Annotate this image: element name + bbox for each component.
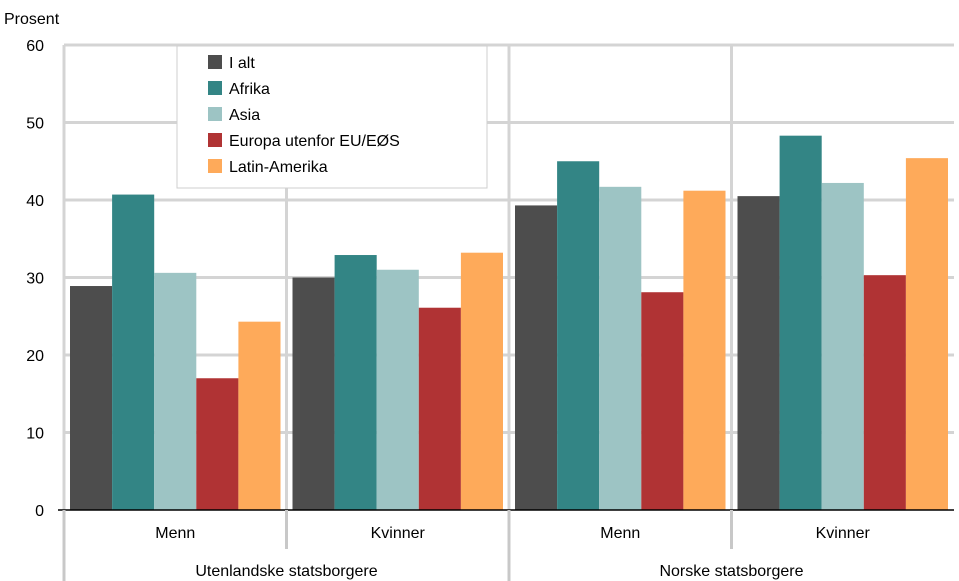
legend-swatch	[208, 81, 222, 95]
legend-box	[176, 45, 488, 189]
bar	[70, 286, 113, 510]
bar	[683, 190, 726, 510]
bar	[418, 307, 461, 510]
bar	[196, 378, 239, 510]
bar	[154, 272, 197, 510]
y-tick-label: 40	[26, 193, 44, 210]
bars	[70, 135, 948, 511]
bar	[238, 321, 281, 510]
legend-swatch	[208, 159, 222, 173]
bar	[557, 161, 600, 510]
y-tick-label: 60	[26, 38, 44, 55]
bar	[334, 255, 377, 510]
bar	[737, 196, 780, 510]
bar	[112, 194, 155, 510]
group-label: Norske statsborgere	[659, 563, 803, 580]
bar	[376, 269, 419, 510]
legend-label: Afrika	[229, 81, 270, 98]
legend: I alt Afrika Asia Europa utenfor EU/EØS Lati…	[176, 45, 488, 189]
x-tick-label: Menn	[155, 525, 195, 542]
y-axis-title: Prosent	[4, 11, 60, 28]
legend-swatch	[208, 107, 222, 121]
legend-label: I alt	[229, 55, 255, 72]
legend-swatch	[208, 133, 222, 147]
y-tick-label: 0	[35, 503, 44, 520]
group-label: Utenlandske statsborgere	[195, 563, 377, 580]
bar	[821, 182, 864, 510]
axes: 0 10 20 30 40 50 60 Menn Kvinner Menn Kvinner Utenl…	[26, 38, 954, 581]
x-tick-label: Kvinner	[371, 525, 426, 542]
y-tick-label: 20	[26, 348, 44, 365]
bar	[599, 186, 642, 510]
legend-label: Asia	[229, 107, 260, 124]
y-tick-label: 30	[26, 271, 44, 288]
y-tick-label: 50	[26, 116, 44, 133]
bar	[863, 275, 906, 510]
x-tick-label: Menn	[600, 525, 640, 542]
bar	[905, 158, 948, 510]
y-tick-label: 10	[26, 426, 44, 443]
bar	[292, 277, 335, 510]
x-tick-label: Kvinner	[816, 525, 871, 542]
legend-label: Europa utenfor EU/EØS	[229, 133, 400, 150]
bar	[460, 252, 503, 510]
legend-swatch	[208, 55, 222, 69]
bar	[779, 135, 822, 511]
bar	[641, 292, 684, 510]
bar	[515, 205, 558, 511]
legend-label: Latin-Amerika	[229, 159, 328, 176]
